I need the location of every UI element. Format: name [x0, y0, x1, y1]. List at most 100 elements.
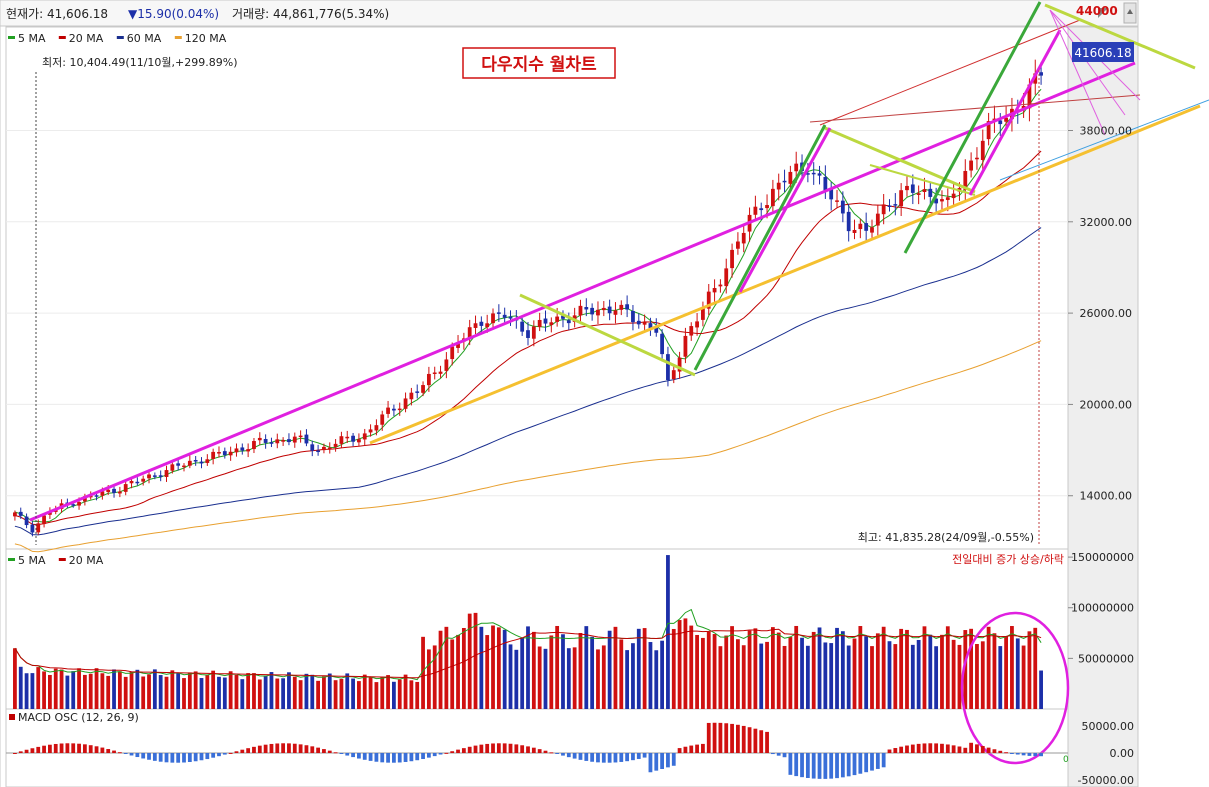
- volume-bar: [112, 669, 116, 709]
- volume-bar: [217, 676, 221, 709]
- candle: [683, 327, 688, 364]
- volume-bar: [893, 644, 898, 709]
- yellow-support-line: [369, 104, 1201, 445]
- candle: [222, 447, 227, 459]
- candle: [531, 320, 536, 347]
- candle: [117, 486, 122, 498]
- macd-bar: [438, 753, 443, 755]
- candle: [287, 433, 291, 446]
- candle: [252, 437, 256, 454]
- candle: [701, 301, 705, 327]
- volume-bar: [82, 674, 87, 709]
- macd-bar: [205, 753, 210, 760]
- candle: [619, 300, 624, 316]
- macd-bar: [426, 753, 431, 758]
- macd-bar: [759, 730, 764, 753]
- macd-bar: [380, 753, 385, 763]
- volume-bar: [835, 627, 839, 709]
- macd-bar: [450, 751, 455, 753]
- volume-bar: [152, 669, 157, 709]
- macd-bar: [187, 753, 192, 762]
- volume-bar: [648, 642, 653, 709]
- candle: [269, 437, 274, 448]
- volume-bar: [794, 625, 799, 709]
- chart-title-box: 다우지수 월차트: [462, 47, 616, 79]
- volume-bar: [1021, 645, 1026, 709]
- volume-bar: [625, 650, 630, 709]
- candle: [730, 243, 734, 278]
- pink-fan-2: [1049, 9, 1106, 136]
- macd-bar: [246, 748, 251, 753]
- volume-bar: [660, 640, 664, 709]
- macd-bar: [625, 753, 630, 762]
- macd-bar: [881, 753, 886, 768]
- ma-line-20: [14, 150, 1042, 526]
- volume-bar: [269, 672, 274, 709]
- candle: [736, 232, 740, 255]
- macd-bar: [916, 743, 921, 753]
- candle: [881, 194, 886, 225]
- volume-bar: [461, 628, 466, 709]
- macd-bar: [59, 743, 64, 753]
- scroll-up-icon[interactable]: [1123, 2, 1137, 24]
- green-line-2: [903, 1, 1042, 254]
- volume-bar: [164, 676, 169, 709]
- volume-bar: [561, 634, 565, 709]
- candle: [858, 218, 863, 239]
- volume-bar: [858, 626, 863, 709]
- macd-bar: [701, 743, 705, 753]
- macd-bar: [695, 744, 699, 753]
- lime-line-3: [1044, 3, 1196, 70]
- volume-legend-swatch-1: [58, 558, 66, 561]
- volume-bar: [619, 639, 624, 709]
- volume-bar: [18, 666, 23, 709]
- volume-bar: [187, 672, 192, 709]
- macd-bar: [607, 753, 612, 763]
- candle: [438, 365, 443, 378]
- macd-bar: [578, 753, 583, 760]
- candle: [695, 313, 699, 336]
- lime-line-4: [869, 164, 976, 196]
- volume-bar: [182, 678, 186, 709]
- candle: [776, 173, 781, 201]
- candle: [590, 303, 595, 321]
- macd-tick-label-2: 50000.00: [1082, 720, 1135, 733]
- macd-bar: [753, 728, 758, 753]
- legend-swatch-1: [58, 36, 66, 39]
- macd-bar: [228, 752, 233, 754]
- volume-bar: [316, 680, 320, 709]
- macd-bar: [899, 746, 904, 753]
- volume-bar: [491, 625, 495, 709]
- macd-bar: [176, 753, 181, 763]
- candle: [362, 428, 367, 446]
- macd-bar: [846, 753, 851, 777]
- macd-bar: [386, 753, 390, 763]
- candle: [298, 430, 303, 443]
- macd-bar: [671, 753, 676, 766]
- candle: [811, 162, 816, 185]
- volume-bar: [840, 631, 845, 709]
- macd-bar: [292, 743, 297, 753]
- candle: [648, 317, 653, 336]
- macd-bar: [164, 753, 169, 763]
- macd-bar: [333, 752, 338, 754]
- macd-bar: [275, 743, 280, 753]
- volume-bar: [374, 682, 379, 709]
- volume-bar: [421, 636, 425, 709]
- candle: [491, 308, 495, 330]
- expand-icon[interactable]: [1098, 8, 1108, 18]
- macd-bar: [992, 749, 997, 753]
- volume-bar: [1004, 636, 1008, 709]
- candle: [467, 319, 472, 346]
- candle: [421, 381, 425, 397]
- volume-bar: [829, 643, 834, 709]
- volume-bar: [957, 644, 962, 709]
- macd-bar: [117, 752, 122, 754]
- volume-ma-legend: 5 MA 20 MA: [8, 554, 104, 567]
- macd-bar: [94, 746, 99, 753]
- macd-bar: [1033, 753, 1038, 757]
- macd-bar: [730, 723, 734, 753]
- current-price-label: 현재가: 41,606.18: [6, 7, 108, 21]
- volume-bar: [636, 628, 641, 709]
- candle: [601, 301, 606, 317]
